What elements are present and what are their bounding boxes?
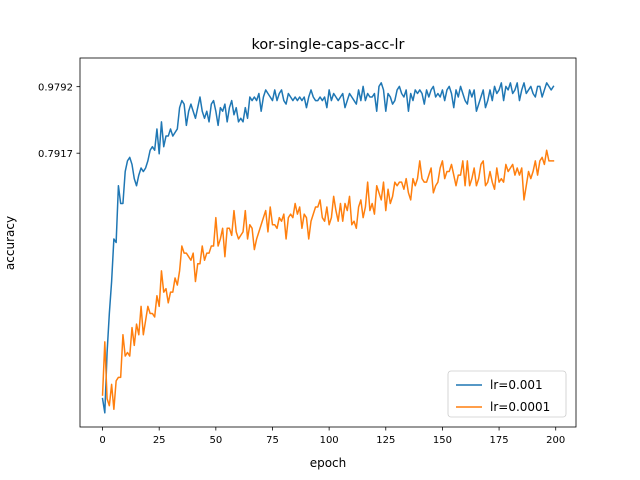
series-layer — [101, 82, 555, 414]
x-tick-label: 0 — [99, 435, 105, 446]
plot-frame — [79, 57, 577, 428]
legend: lr=0.001 lr=0.0001 — [447, 370, 567, 418]
x-tick-label: 200 — [546, 435, 565, 446]
series-line-2 — [101, 149, 555, 411]
x-tick-label: 175 — [490, 435, 509, 446]
x-tick-label: 50 — [209, 435, 222, 446]
x-tick-label: 100 — [320, 435, 339, 446]
legend-label: lr=0.0001 — [490, 400, 550, 414]
axes-layer: 0 25 50 75 100 125 150 175 200 0.9792 0.7917 — [38, 57, 577, 446]
y-axis-label: accuracy — [3, 216, 17, 270]
legend-box — [447, 370, 567, 418]
x-axis-label: epoch — [310, 456, 347, 470]
x-tick-label: 150 — [433, 435, 452, 446]
x-tick-label: 75 — [266, 435, 279, 446]
x-tick-label: 25 — [153, 435, 166, 446]
y-tick-label: 0.9792 — [38, 82, 73, 93]
x-tick-label: 125 — [376, 435, 395, 446]
chart-title: kor-single-caps-acc-lr — [252, 37, 405, 53]
y-tick-label: 0.7917 — [38, 149, 73, 160]
series-line-1 — [101, 82, 555, 414]
legend-label: lr=0.001 — [490, 378, 543, 392]
